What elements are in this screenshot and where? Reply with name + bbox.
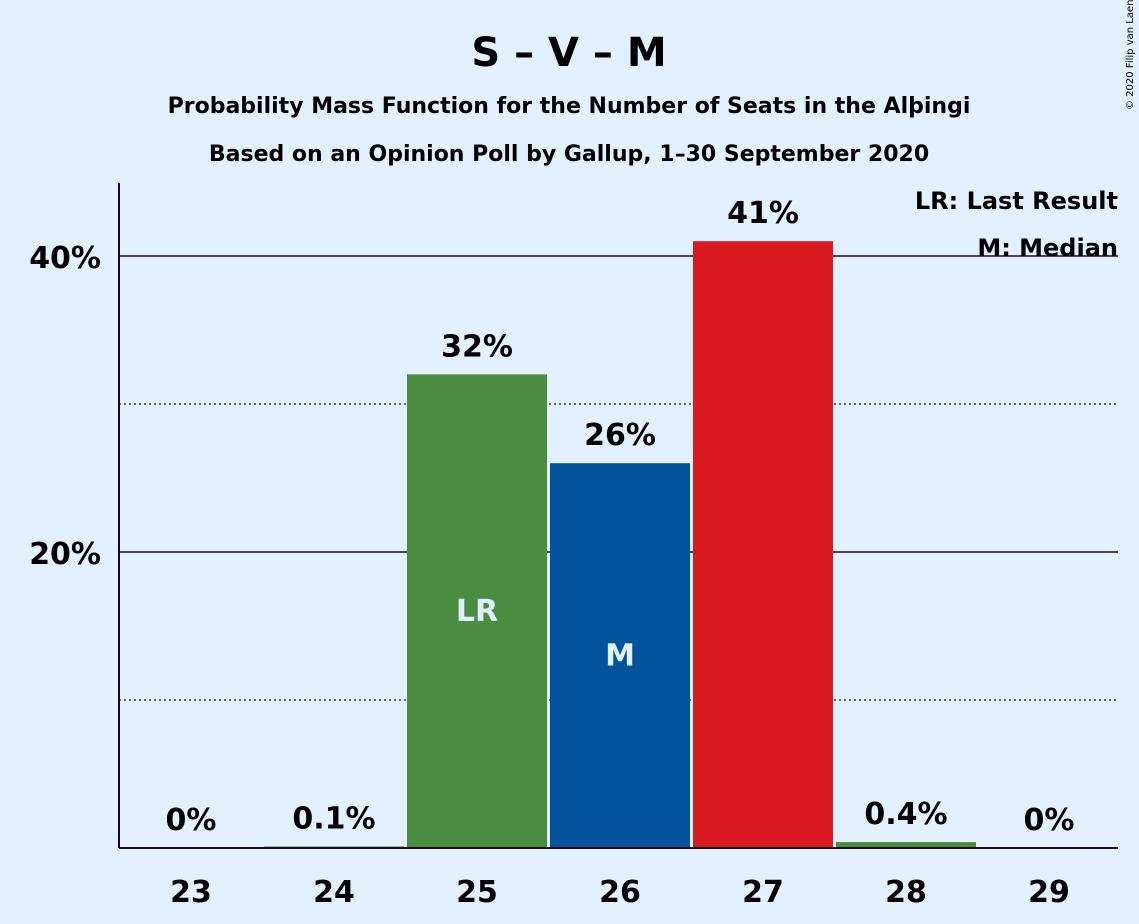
chart-subtitle-2: Based on an Opinion Poll by Gallup, 1–30… xyxy=(209,142,929,167)
data-label-28: 0.4% xyxy=(864,797,947,832)
x-tick-label: 28 xyxy=(885,875,927,910)
legend-median: M: Median xyxy=(977,234,1118,262)
bars xyxy=(264,241,976,848)
x-tick-label: 29 xyxy=(1028,875,1070,910)
legend-last-result: LR: Last Result xyxy=(915,187,1118,215)
data-label-25: 32% xyxy=(441,329,513,364)
bar-seats-28 xyxy=(836,842,976,848)
y-tick-labels: 20% 40% xyxy=(29,241,101,572)
x-tick-label: 25 xyxy=(456,875,498,910)
data-label-23: 0% xyxy=(166,803,217,838)
x-tick-labels: 23 24 25 26 27 28 29 xyxy=(170,875,1070,910)
y-tick-label: 40% xyxy=(29,241,101,276)
data-labels: 0% 0.1% 32% LR 26% M 41% 0.4% 0% xyxy=(166,196,1075,838)
bar-seats-26 xyxy=(550,463,690,848)
data-label-29: 0% xyxy=(1024,803,1075,838)
data-label-24: 0.1% xyxy=(292,802,375,837)
data-label-26: 26% xyxy=(584,418,656,453)
copyright-text: © 2020 Filip van Laenen xyxy=(1125,0,1136,110)
x-tick-label: 27 xyxy=(742,875,784,910)
x-tick-label: 23 xyxy=(170,875,212,910)
in-bar-label-lr: LR xyxy=(456,594,498,629)
data-label-27: 41% xyxy=(727,196,799,231)
chart-subtitle: Probability Mass Function for the Number… xyxy=(168,94,971,119)
chart-title: S – V – M xyxy=(471,30,666,76)
in-bar-label-m: M xyxy=(605,639,635,674)
bar-seats-25 xyxy=(407,374,547,848)
bar-seats-27 xyxy=(693,241,833,848)
y-tick-label: 20% xyxy=(29,537,101,572)
x-tick-label: 24 xyxy=(313,875,355,910)
x-tick-label: 26 xyxy=(599,875,641,910)
